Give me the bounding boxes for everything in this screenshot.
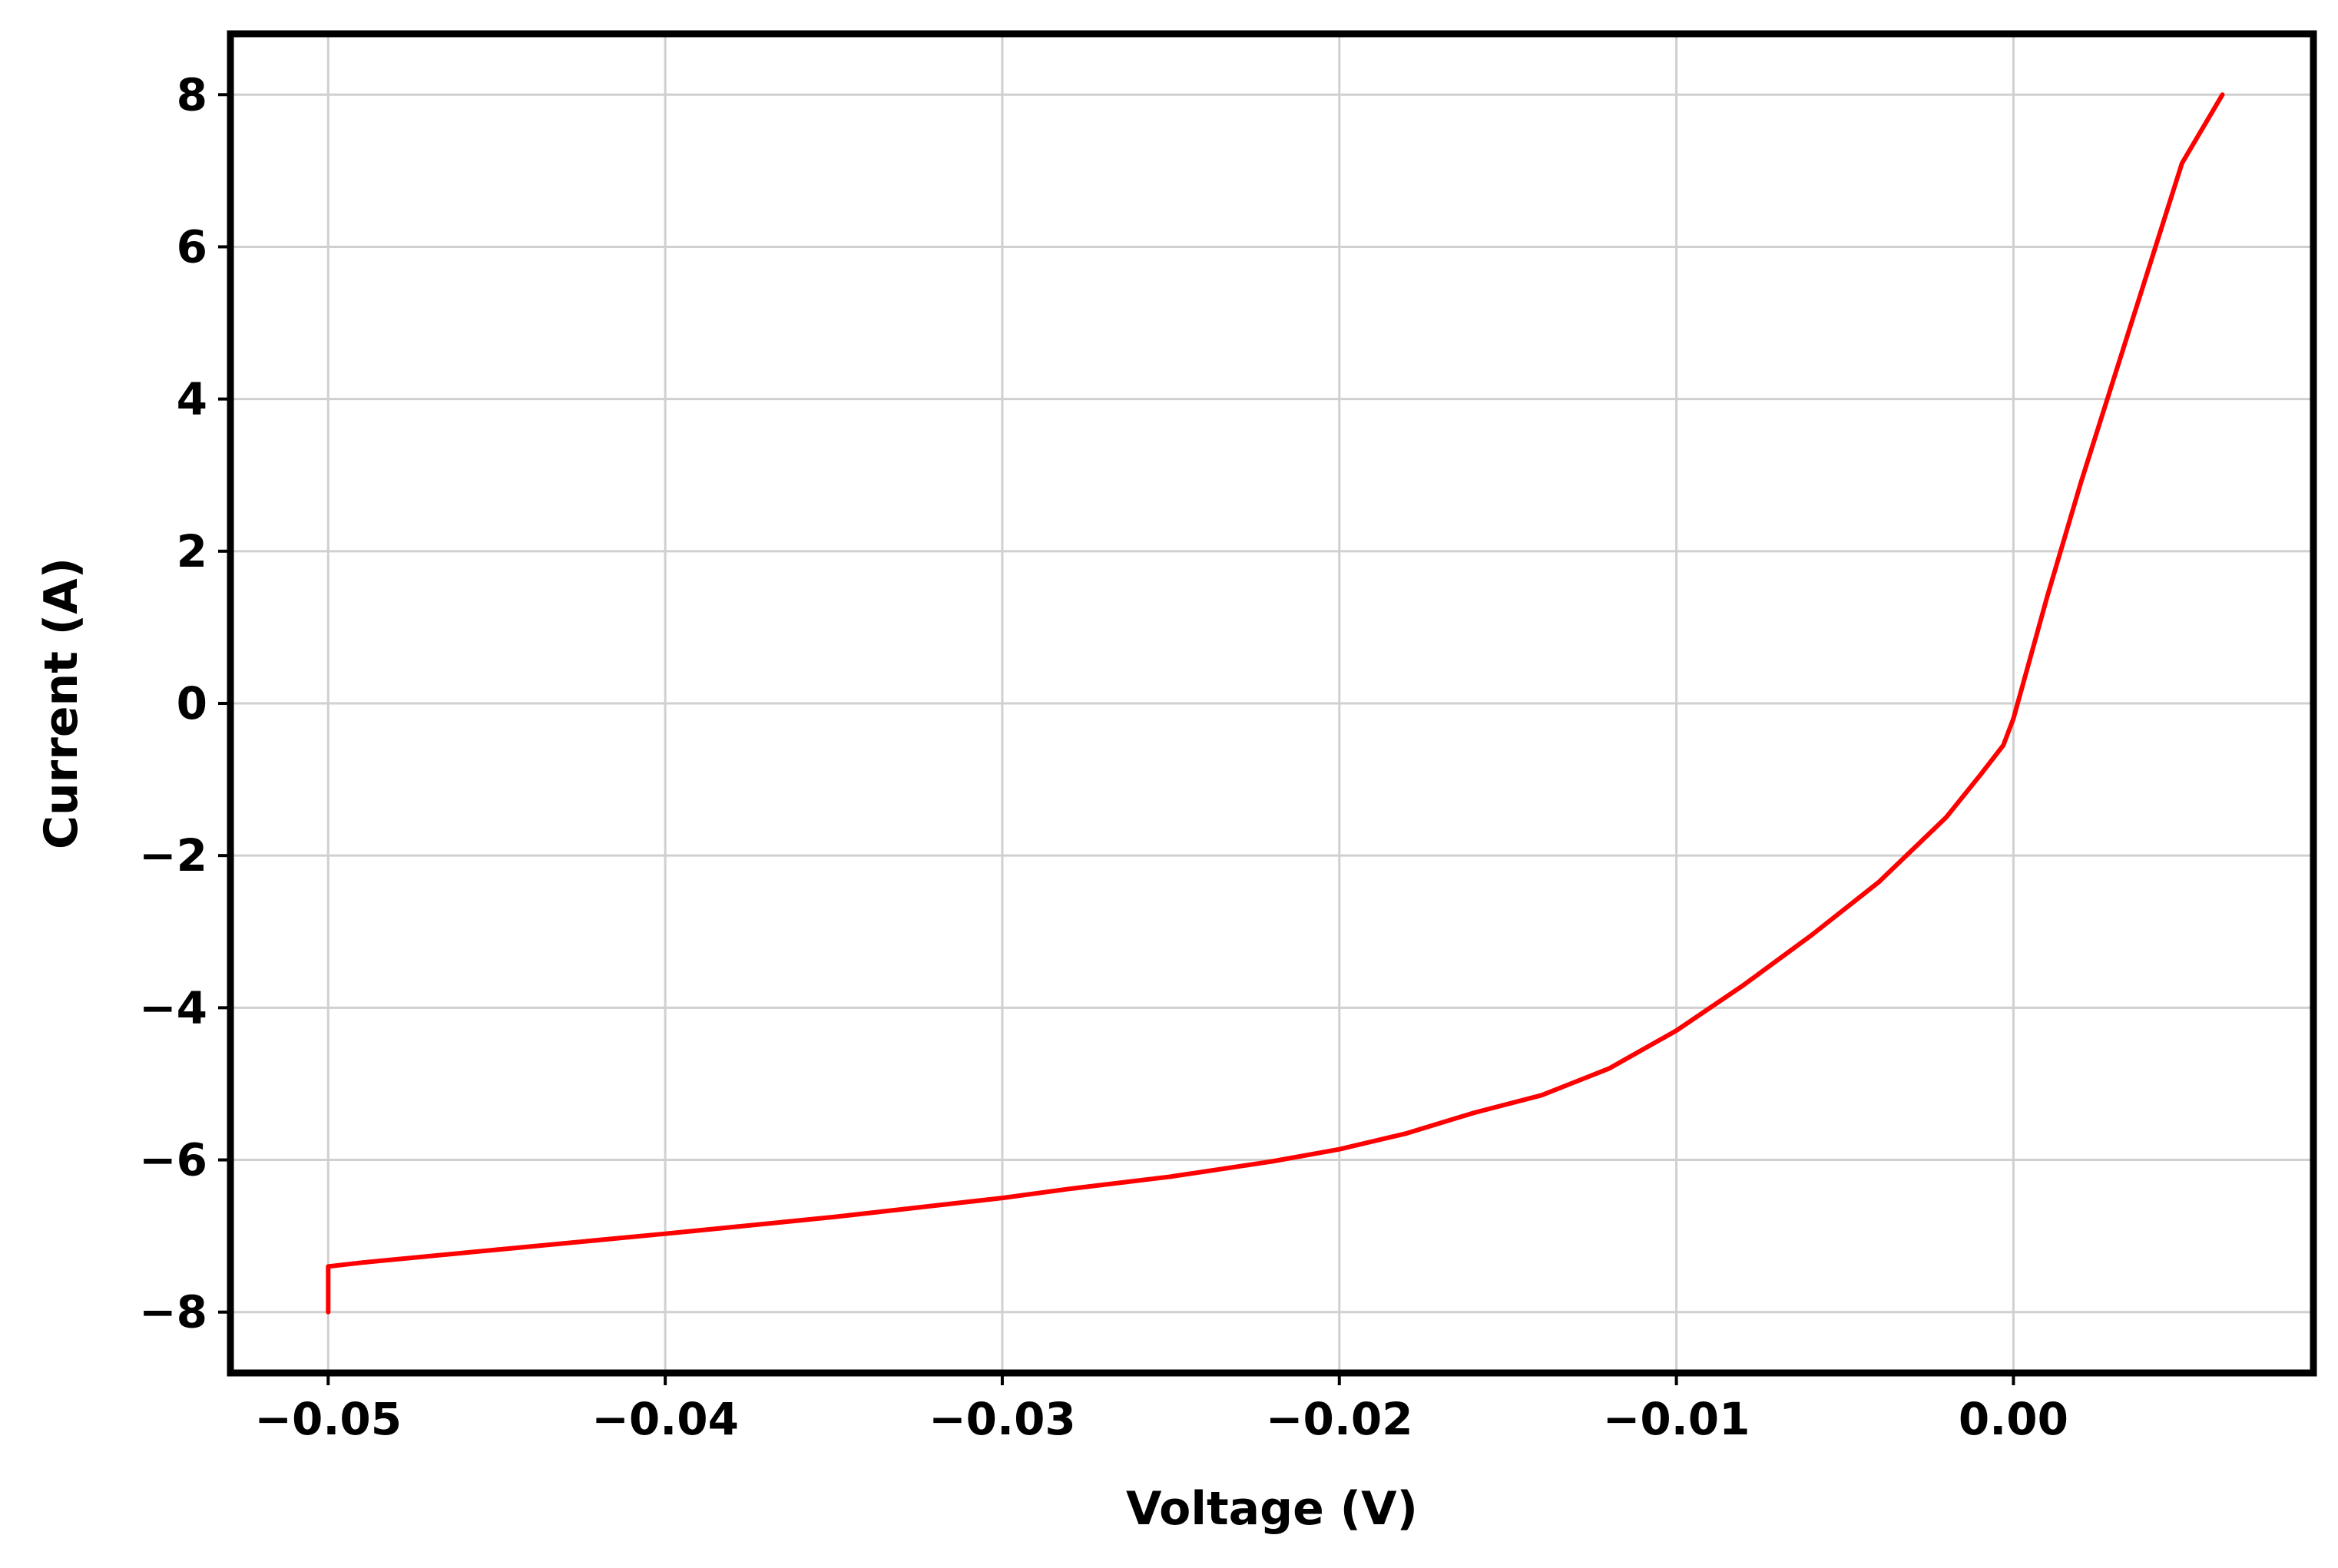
series-line-0 <box>326 92 2225 1315</box>
y-tick-label: −6 <box>139 1134 207 1186</box>
x-axis-title: Voltage (V) <box>1126 1482 1418 1536</box>
y-tick-label: 0 <box>177 677 207 729</box>
series-layer <box>326 92 2225 1315</box>
x-axis: −0.05 −0.04 −0.03 −0.02 −0.01 0.00 <box>254 1373 2068 1445</box>
y-tick-label: −8 <box>139 1286 207 1338</box>
y-tick-label: 6 <box>177 220 207 273</box>
y-tick-label: 8 <box>177 68 207 121</box>
y-tick-label: −4 <box>139 981 207 1034</box>
x-tick-label: −0.05 <box>254 1393 402 1445</box>
x-tick-label: −0.03 <box>929 1393 1076 1445</box>
y-tick-label: 4 <box>177 373 207 425</box>
x-tick-label: −0.02 <box>1266 1393 1413 1445</box>
x-tick-label: −0.04 <box>591 1393 739 1445</box>
y-tick-label: 2 <box>177 525 207 577</box>
x-tick-label: 0.00 <box>1959 1393 2068 1445</box>
y-axis: 8 6 4 2 0 −2 −4 −6 −8 <box>139 68 230 1338</box>
x-tick-label: −0.01 <box>1603 1393 1750 1445</box>
y-axis-title: Current (A) <box>35 557 88 849</box>
grid-lines <box>230 34 2313 1373</box>
y-tick-label: −2 <box>139 829 207 882</box>
